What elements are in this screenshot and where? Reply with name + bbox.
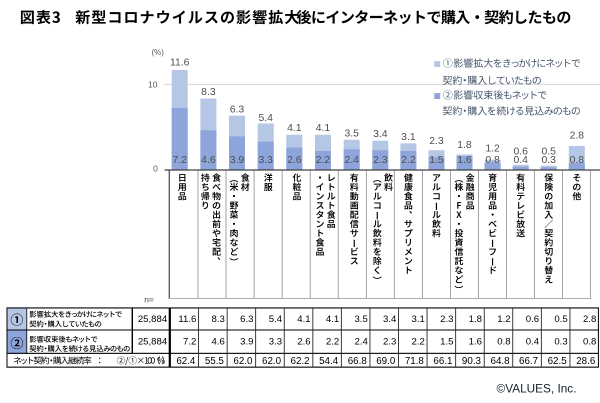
svg-text:0.6: 0.6 (513, 147, 528, 158)
svg-text:0.3: 0.3 (541, 155, 556, 166)
svg-text:2.8: 2.8 (583, 314, 596, 325)
svg-text:11.6: 11.6 (178, 314, 196, 325)
svg-text:3.5: 3.5 (344, 128, 359, 139)
svg-text:2.3: 2.3 (429, 136, 444, 147)
svg-text:3.9: 3.9 (240, 336, 253, 347)
svg-text:2.6: 2.6 (297, 336, 310, 347)
svg-text:1.5: 1.5 (429, 155, 444, 166)
svg-text:66.1: 66.1 (433, 356, 452, 367)
svg-text:4.1: 4.1 (297, 314, 310, 325)
svg-text:66.7: 66.7 (519, 356, 538, 367)
svg-text:3.4: 3.4 (383, 314, 397, 325)
svg-text:4.1: 4.1 (287, 123, 302, 134)
svg-text:1.5: 1.5 (440, 336, 453, 347)
svg-text:25,884: 25,884 (138, 336, 168, 347)
svg-text:28.6: 28.6 (576, 356, 596, 367)
svg-text:5.4: 5.4 (258, 113, 273, 124)
svg-text:8.3: 8.3 (201, 87, 216, 98)
svg-text:62.2: 62.2 (291, 356, 310, 367)
svg-text:1.6: 1.6 (457, 155, 472, 166)
svg-text:0.8: 0.8 (485, 155, 500, 166)
svg-text:7.2: 7.2 (172, 155, 187, 166)
svg-text:2.6: 2.6 (287, 155, 302, 166)
svg-text:4.1: 4.1 (316, 123, 331, 134)
svg-text:0: 0 (153, 164, 158, 174)
svg-text:0.5: 0.5 (541, 147, 556, 158)
svg-text:1.8: 1.8 (469, 314, 482, 325)
svg-text:11.6: 11.6 (170, 58, 190, 69)
svg-text:2.2: 2.2 (401, 155, 416, 166)
svg-text:0.4: 0.4 (526, 336, 540, 347)
svg-text:2.2: 2.2 (412, 336, 425, 347)
svg-text:62.5: 62.5 (548, 356, 568, 367)
svg-text:0.8: 0.8 (570, 155, 585, 166)
svg-text:1.6: 1.6 (469, 336, 482, 347)
svg-text:4.6: 4.6 (212, 336, 225, 347)
svg-text:3.3: 3.3 (269, 336, 282, 347)
svg-text:4.6: 4.6 (201, 155, 216, 166)
svg-text:n=: n= (144, 295, 154, 305)
svg-text:6.3: 6.3 (230, 105, 245, 116)
svg-text:90.3: 90.3 (462, 356, 482, 367)
svg-text:4.1: 4.1 (326, 314, 339, 325)
svg-text:10: 10 (148, 80, 158, 90)
svg-text:5.4: 5.4 (269, 314, 283, 325)
svg-text:69.0: 69.0 (376, 356, 396, 367)
svg-text:55.5: 55.5 (205, 356, 225, 367)
svg-text:3.1: 3.1 (401, 132, 416, 143)
svg-text:71.8: 71.8 (405, 356, 425, 367)
svg-text:3.9: 3.9 (230, 155, 245, 166)
svg-text:2.3: 2.3 (383, 336, 396, 347)
svg-text:3.3: 3.3 (258, 155, 273, 166)
svg-text:2.8: 2.8 (570, 131, 585, 142)
svg-text:1.2: 1.2 (485, 144, 500, 155)
svg-text:2.2: 2.2 (326, 336, 339, 347)
svg-text:1.2: 1.2 (497, 314, 510, 325)
svg-text:0.4: 0.4 (513, 155, 528, 166)
svg-text:62.4: 62.4 (176, 356, 196, 367)
svg-text:7.2: 7.2 (183, 336, 196, 347)
svg-text:2.3: 2.3 (373, 155, 388, 166)
svg-text:1.8: 1.8 (457, 140, 472, 151)
svg-text:0.8: 0.8 (497, 336, 510, 347)
svg-text:3.1: 3.1 (412, 314, 425, 325)
svg-text:0.5: 0.5 (554, 314, 567, 325)
svg-text:0.3: 0.3 (554, 336, 567, 347)
svg-text:(%): (%) (152, 48, 165, 57)
svg-text:3.5: 3.5 (354, 314, 367, 325)
svg-text:2.2: 2.2 (316, 155, 331, 166)
svg-text:54.4: 54.4 (319, 356, 339, 367)
svg-text:2.4: 2.4 (354, 336, 368, 347)
svg-text:62.0: 62.0 (233, 356, 253, 367)
svg-text:62.0: 62.0 (262, 356, 282, 367)
svg-text:66.8: 66.8 (348, 356, 368, 367)
svg-text:3.4: 3.4 (373, 129, 388, 140)
svg-text:0.6: 0.6 (526, 314, 539, 325)
svg-text:2.4: 2.4 (344, 155, 359, 166)
svg-text:6.3: 6.3 (240, 314, 253, 325)
svg-text:2.3: 2.3 (440, 314, 453, 325)
svg-text:64.8: 64.8 (491, 356, 511, 367)
svg-text:©VALUES, Inc.: ©VALUES, Inc. (497, 381, 577, 395)
svg-text:8.3: 8.3 (212, 314, 225, 325)
svg-text:0.8: 0.8 (583, 336, 596, 347)
svg-text:25,884: 25,884 (138, 314, 168, 325)
